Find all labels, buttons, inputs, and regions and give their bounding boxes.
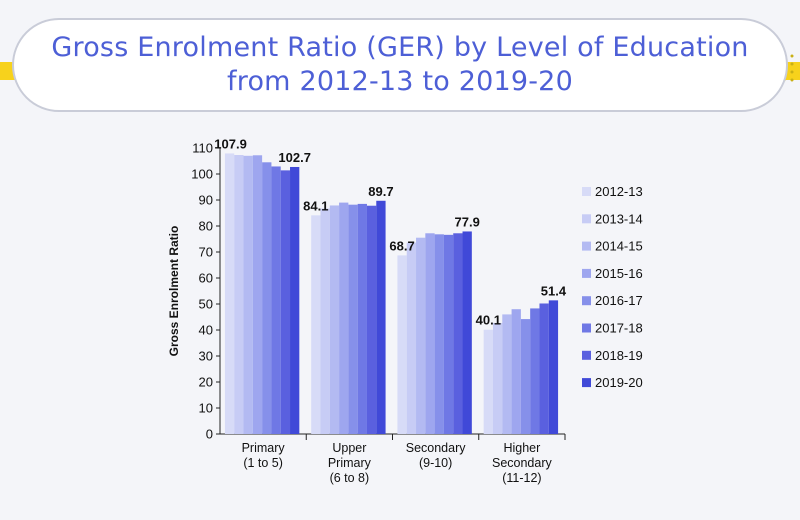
- data-label: 68.7: [389, 238, 414, 253]
- bar: [366, 205, 377, 434]
- chart-title-line2: from 2012-13 to 2019-20: [227, 66, 573, 97]
- data-label: 89.7: [368, 184, 393, 199]
- y-tick-label: 0: [206, 427, 213, 442]
- bar: [329, 205, 340, 434]
- y-tick-label: 90: [199, 193, 213, 208]
- data-label: 84.1: [303, 198, 328, 213]
- legend-swatch: [582, 187, 591, 196]
- y-tick-label: 110: [192, 141, 213, 156]
- y-tick-label: 30: [199, 349, 213, 364]
- x-category-label: Secondary: [406, 441, 467, 455]
- bar: [425, 233, 435, 434]
- legend-label: 2016-17: [595, 293, 643, 308]
- bar: [252, 155, 263, 434]
- y-tick-label: 70: [199, 245, 213, 260]
- title-box: Gross Enrolment Ratio (GER) by Level of …: [12, 18, 788, 112]
- data-label: 40.1: [476, 313, 501, 328]
- x-category-label: Upper: [332, 441, 366, 455]
- bar: [462, 231, 472, 434]
- legend-swatch: [582, 214, 591, 224]
- x-category-label: (6 to 8): [330, 471, 370, 485]
- data-label: 102.7: [278, 150, 311, 165]
- bar: [502, 314, 512, 434]
- legend-label: 2013-14: [595, 211, 643, 226]
- bar: [492, 322, 503, 434]
- bar: [280, 170, 291, 435]
- legend-label: 2018-19: [595, 348, 643, 363]
- bar: [262, 162, 272, 435]
- bar: [434, 234, 444, 434]
- y-axis-label: Gross Enrolment Ratio: [167, 226, 181, 357]
- legend-label: 2019-20: [595, 375, 643, 390]
- bar: [376, 200, 386, 434]
- bar: [271, 166, 281, 434]
- x-category-label: (9-10): [419, 456, 452, 470]
- y-tick-label: 10: [199, 401, 213, 416]
- data-label: 51.4: [541, 283, 567, 298]
- y-tick-label: 50: [199, 297, 213, 312]
- y-tick-label: 40: [199, 323, 213, 338]
- legend-swatch: [582, 378, 591, 388]
- legend-label: 2012-13: [595, 184, 643, 199]
- bar: [348, 204, 358, 434]
- y-tick-label: 60: [199, 271, 213, 286]
- x-category-label: (11-12): [502, 471, 541, 485]
- legend-label: 2015-16: [595, 266, 643, 281]
- bar: [397, 255, 407, 434]
- bar: [530, 308, 540, 434]
- legend-swatch: [582, 268, 591, 278]
- bar: [511, 309, 521, 434]
- bar: [357, 203, 367, 434]
- bar: [224, 153, 235, 434]
- data-label: 77.9: [455, 214, 480, 229]
- bar: [453, 233, 463, 434]
- bar: [311, 215, 321, 434]
- legend-label: 2017-18: [595, 321, 643, 336]
- x-category-label: (1 to 5): [243, 456, 283, 470]
- y-tick-label: 80: [199, 219, 213, 234]
- bar: [443, 234, 454, 434]
- x-category-label: Secondary: [492, 456, 553, 470]
- bar: [234, 155, 244, 434]
- y-tick-label: 100: [191, 167, 213, 182]
- x-category-label: Higher: [503, 441, 540, 455]
- chart-title-line1: Gross Enrolment Ratio (GER) by Level of …: [51, 32, 749, 63]
- bar: [339, 202, 349, 434]
- legend-label: 2014-15: [595, 239, 643, 254]
- x-category-label: Primary: [328, 456, 372, 470]
- bar: [539, 303, 549, 434]
- bar: [406, 242, 417, 434]
- bar: [320, 208, 330, 434]
- bar: [416, 237, 426, 434]
- legend-swatch: [582, 296, 591, 306]
- bar: [520, 319, 531, 434]
- bar: [243, 155, 253, 435]
- y-tick-label: 20: [199, 375, 213, 390]
- legend-swatch: [582, 323, 591, 333]
- bar: [483, 329, 493, 434]
- bar: [290, 166, 300, 435]
- legend-swatch: [582, 241, 591, 251]
- bar: [548, 300, 559, 434]
- data-label: 107.9: [214, 136, 247, 151]
- x-category-label: Primary: [242, 441, 286, 455]
- legend-swatch: [582, 350, 591, 360]
